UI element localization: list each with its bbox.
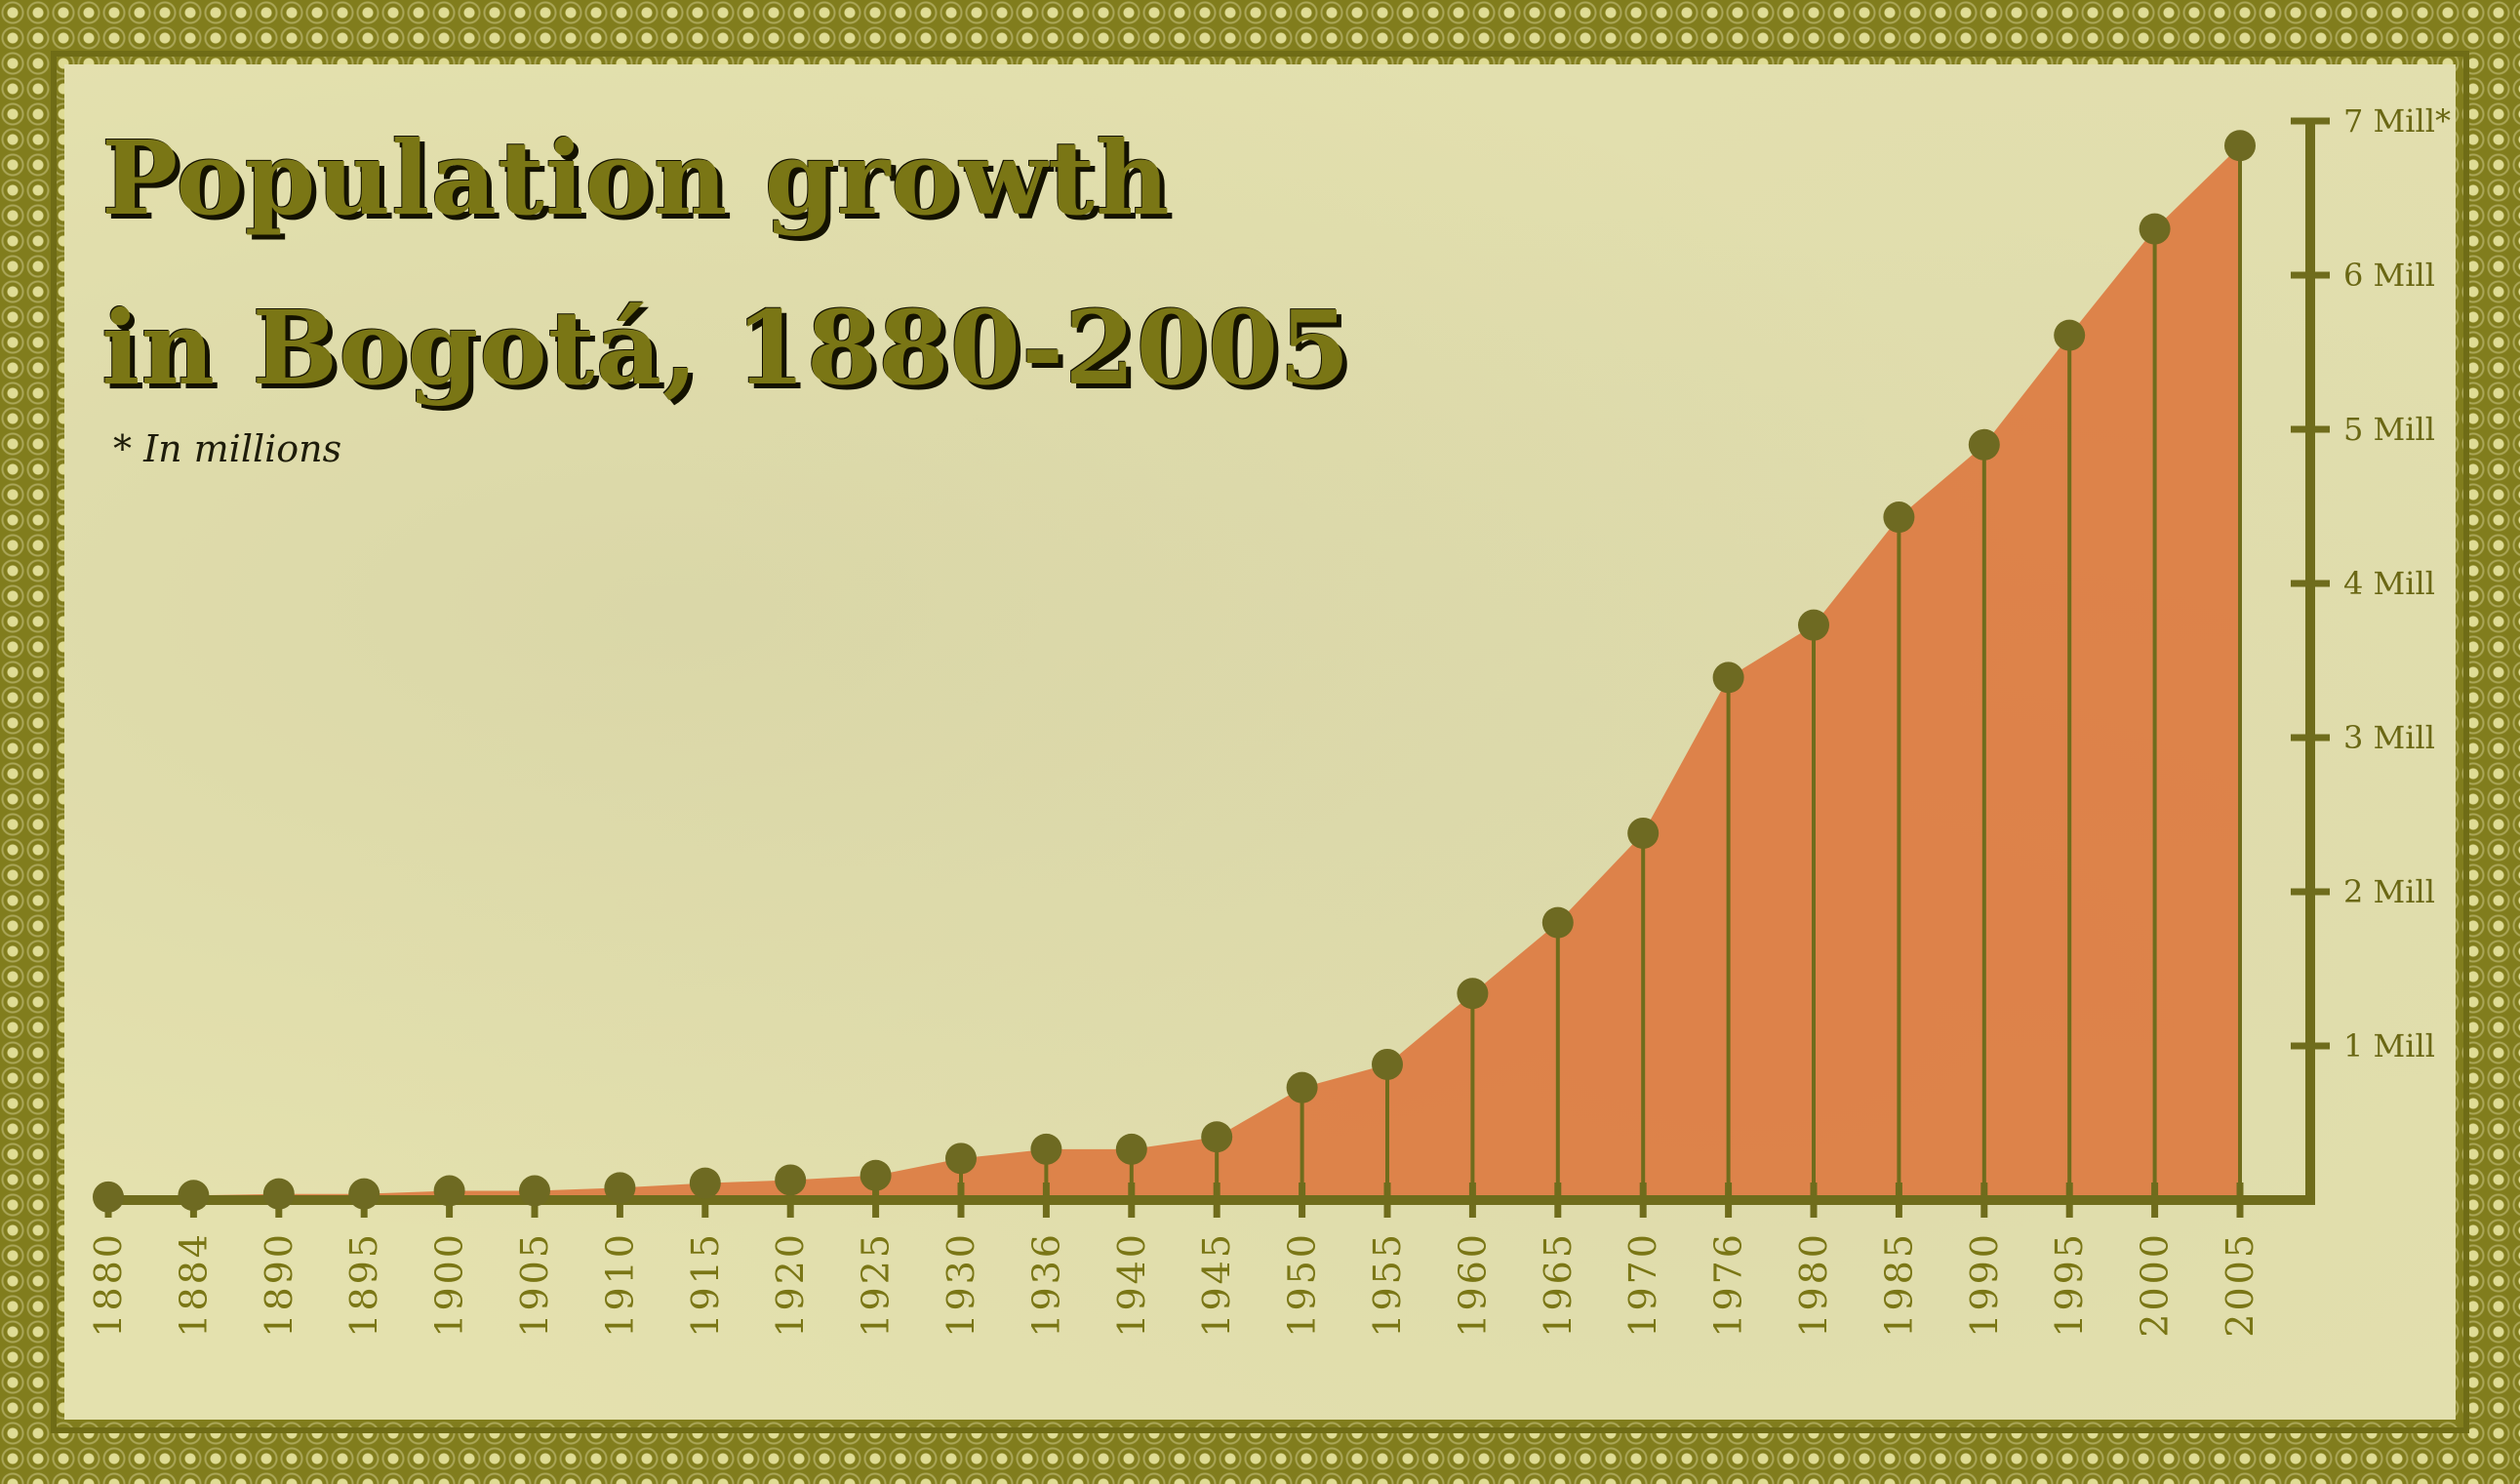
data-point-marker [1541,906,1574,939]
x-tick-label: 1884 [172,1231,215,1338]
x-tick-label: 1945 [1195,1231,1238,1338]
y-tick-label: 1 Mill [2343,1027,2435,1064]
data-point-marker [860,1159,892,1191]
y-tick-label: 4 Mill [2343,565,2435,602]
data-point-marker [1627,817,1660,849]
x-tick-label: 1910 [598,1231,641,1338]
data-point-marker [1883,501,1915,534]
chart-title: Population growth in Bogotá, 1880-2005 [101,94,1351,433]
x-tick-label: 1925 [855,1231,898,1338]
x-tick-label: 1990 [1963,1231,2006,1338]
x-tick-label: 2000 [2134,1231,2177,1338]
x-tick-label: 1940 [1110,1231,1153,1338]
data-point-marker [348,1178,380,1210]
x-tick-label: 1985 [1877,1231,1920,1338]
x-tick-label: 1980 [1792,1231,1835,1338]
data-point-marker [2054,319,2086,351]
x-tick-label: 1965 [1537,1231,1580,1338]
x-tick-label: 1920 [769,1231,812,1338]
area-layer [108,145,2240,1200]
x-tick-label: 2005 [2219,1231,2261,1338]
data-point-marker [1286,1071,1318,1103]
data-point-marker [1457,978,1489,1010]
data-point-marker [519,1175,550,1207]
data-point-marker [93,1181,124,1213]
data-point-marker [1712,662,1744,694]
y-tick-label: 7 Mill* [2343,102,2451,140]
data-point-marker [262,1178,295,1210]
y-tick-label: 3 Mill [2343,719,2435,756]
x-tick-label: 1915 [684,1231,727,1338]
data-point-marker [2224,130,2256,162]
markers-layer [93,130,2256,1213]
x-tick-label: 1960 [1451,1231,1494,1338]
units-note: * In millions [113,427,342,470]
inner-border [51,51,2469,1433]
y-tick-label: 5 Mill [2343,411,2435,448]
data-point-marker [433,1175,465,1207]
title-line-1: Population growth [101,118,1171,238]
x-tick-label: 1950 [1281,1231,1324,1338]
x-tick-label: 1970 [1621,1231,1664,1338]
data-point-marker [2139,213,2171,245]
data-point-marker [689,1167,721,1199]
data-point-marker [775,1164,807,1196]
data-point-marker [1798,609,1829,641]
x-tick-label: 1930 [940,1231,982,1338]
data-point-marker [1115,1133,1147,1165]
x-tick-label: 1936 [1024,1231,1067,1338]
y-tick-label: 2 Mill [2343,873,2435,910]
data-point-marker [1968,428,2000,461]
x-tick-label: 1905 [513,1231,556,1338]
population-area [108,145,2240,1200]
x-tick-label: 1895 [342,1231,385,1338]
x-tick-label: 1976 [1707,1231,1750,1338]
x-tick-label: 1995 [2048,1231,2091,1338]
labels-layer: 1 Mill 2 Mill 3 Mill 4 Mill 5 Mill 6 Mill 7 Mi… [87,102,2451,1338]
x-tick-label: 1890 [258,1231,300,1338]
data-point-marker [1201,1121,1233,1153]
data-point-marker [945,1143,977,1175]
x-tick-label: 1955 [1366,1231,1409,1338]
data-point-marker [604,1172,636,1204]
title-line-2: in Bogotá, 1880-2005 [101,288,1351,408]
data-point-marker [1372,1048,1403,1080]
x-tick-label: 1900 [428,1231,471,1338]
data-point-marker [178,1180,210,1212]
data-point-marker [1030,1133,1062,1165]
y-tick-label: 6 Mill [2343,257,2435,294]
x-tick-label: 1880 [87,1231,130,1338]
